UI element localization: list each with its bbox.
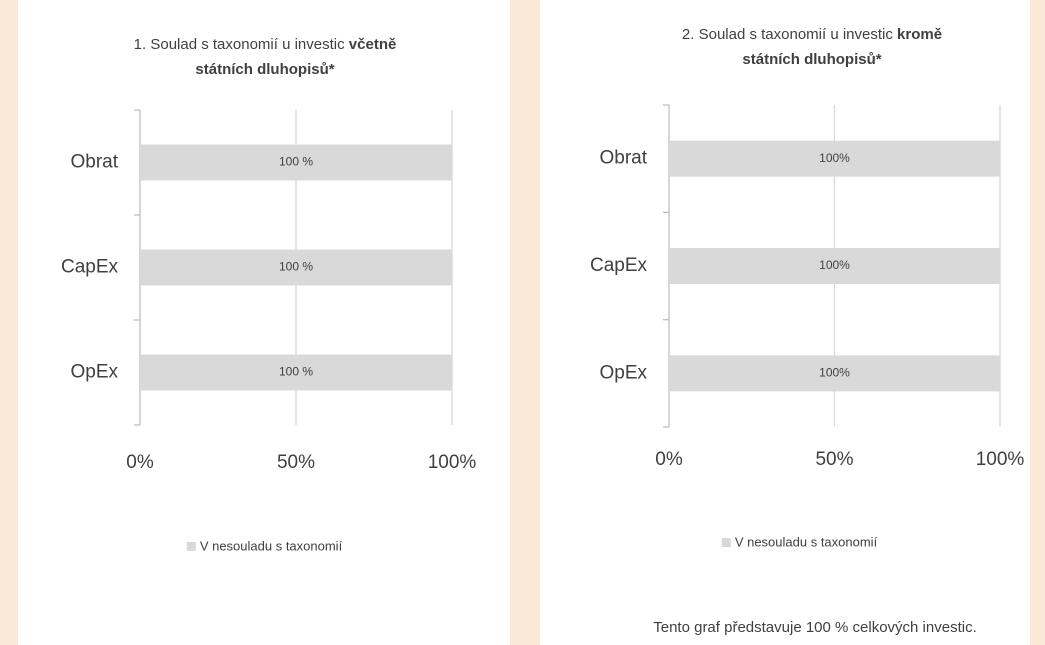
title-emphasis: kromě <box>897 26 942 43</box>
data-label: 100% <box>819 151 850 165</box>
legend-label: V nesouladu s taxonomií <box>735 534 878 549</box>
bar <box>669 355 1000 392</box>
bar <box>669 140 1000 177</box>
x-tick-label: 0% <box>655 449 683 470</box>
chart-title-line2: státních dluhopisů* <box>195 61 334 78</box>
panel <box>18 0 510 645</box>
bar <box>140 354 452 391</box>
chart-title: 1. Soulad s taxonomií u investic včetně <box>134 36 397 53</box>
data-label: 100% <box>819 258 850 272</box>
data-label: 100 % <box>279 365 313 379</box>
x-tick-label: 0% <box>126 452 154 473</box>
bar <box>669 248 1000 284</box>
bar <box>140 144 452 181</box>
data-label: 100 % <box>279 260 313 274</box>
y-tick-label: Obrat <box>599 148 647 169</box>
legend-swatch <box>721 538 731 547</box>
x-tick-label: 50% <box>277 452 315 473</box>
title-emphasis: včetně <box>349 36 397 53</box>
bar <box>140 249 452 286</box>
chart-title-line2: státních dluhopisů* <box>742 51 881 68</box>
y-tick-label: CapEx <box>590 255 648 276</box>
chart-note: Tento graf představuje 100 % celkových i… <box>653 619 977 636</box>
y-tick-label: OpEx <box>599 362 647 383</box>
chart-title: 2. Soulad s taxonomií u investic kromě <box>682 26 942 43</box>
data-label: 100 % <box>279 155 313 169</box>
title-text: 2. Soulad s taxonomií u investic <box>682 26 897 43</box>
y-tick-label: OpEx <box>70 362 118 383</box>
x-tick-label: 100% <box>976 449 1025 470</box>
x-tick-label: 50% <box>815 449 853 470</box>
x-tick-label: 100% <box>428 452 477 473</box>
title-text: 1. Soulad s taxonomií u investic <box>134 36 349 53</box>
legend-label: V nesouladu s taxonomií <box>200 538 343 553</box>
panel <box>540 0 1030 645</box>
data-label: 100% <box>819 366 850 380</box>
y-tick-label: Obrat <box>70 152 118 173</box>
legend-swatch <box>186 542 196 551</box>
y-tick-label: CapEx <box>61 257 119 278</box>
